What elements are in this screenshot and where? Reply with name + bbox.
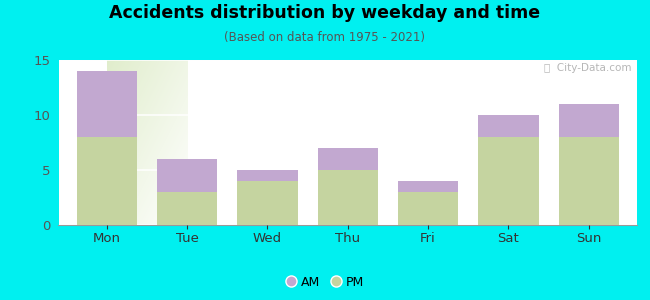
Bar — [398, 192, 458, 225]
Bar — [77, 71, 137, 137]
Bar — [77, 137, 137, 225]
Bar — [157, 192, 217, 225]
Text: Accidents distribution by weekday and time: Accidents distribution by weekday and ti… — [109, 4, 541, 22]
Bar — [237, 170, 298, 181]
Text: ⓘ  City-Data.com: ⓘ City-Data.com — [543, 63, 631, 73]
Bar — [558, 137, 619, 225]
Legend: AM, PM: AM, PM — [281, 271, 369, 294]
Bar — [398, 181, 458, 192]
Bar — [558, 104, 619, 137]
Bar — [157, 159, 217, 192]
Bar — [318, 148, 378, 170]
Bar — [237, 181, 298, 225]
Text: (Based on data from 1975 - 2021): (Based on data from 1975 - 2021) — [224, 32, 426, 44]
Bar — [478, 115, 539, 137]
Bar — [478, 137, 539, 225]
Bar — [318, 170, 378, 225]
